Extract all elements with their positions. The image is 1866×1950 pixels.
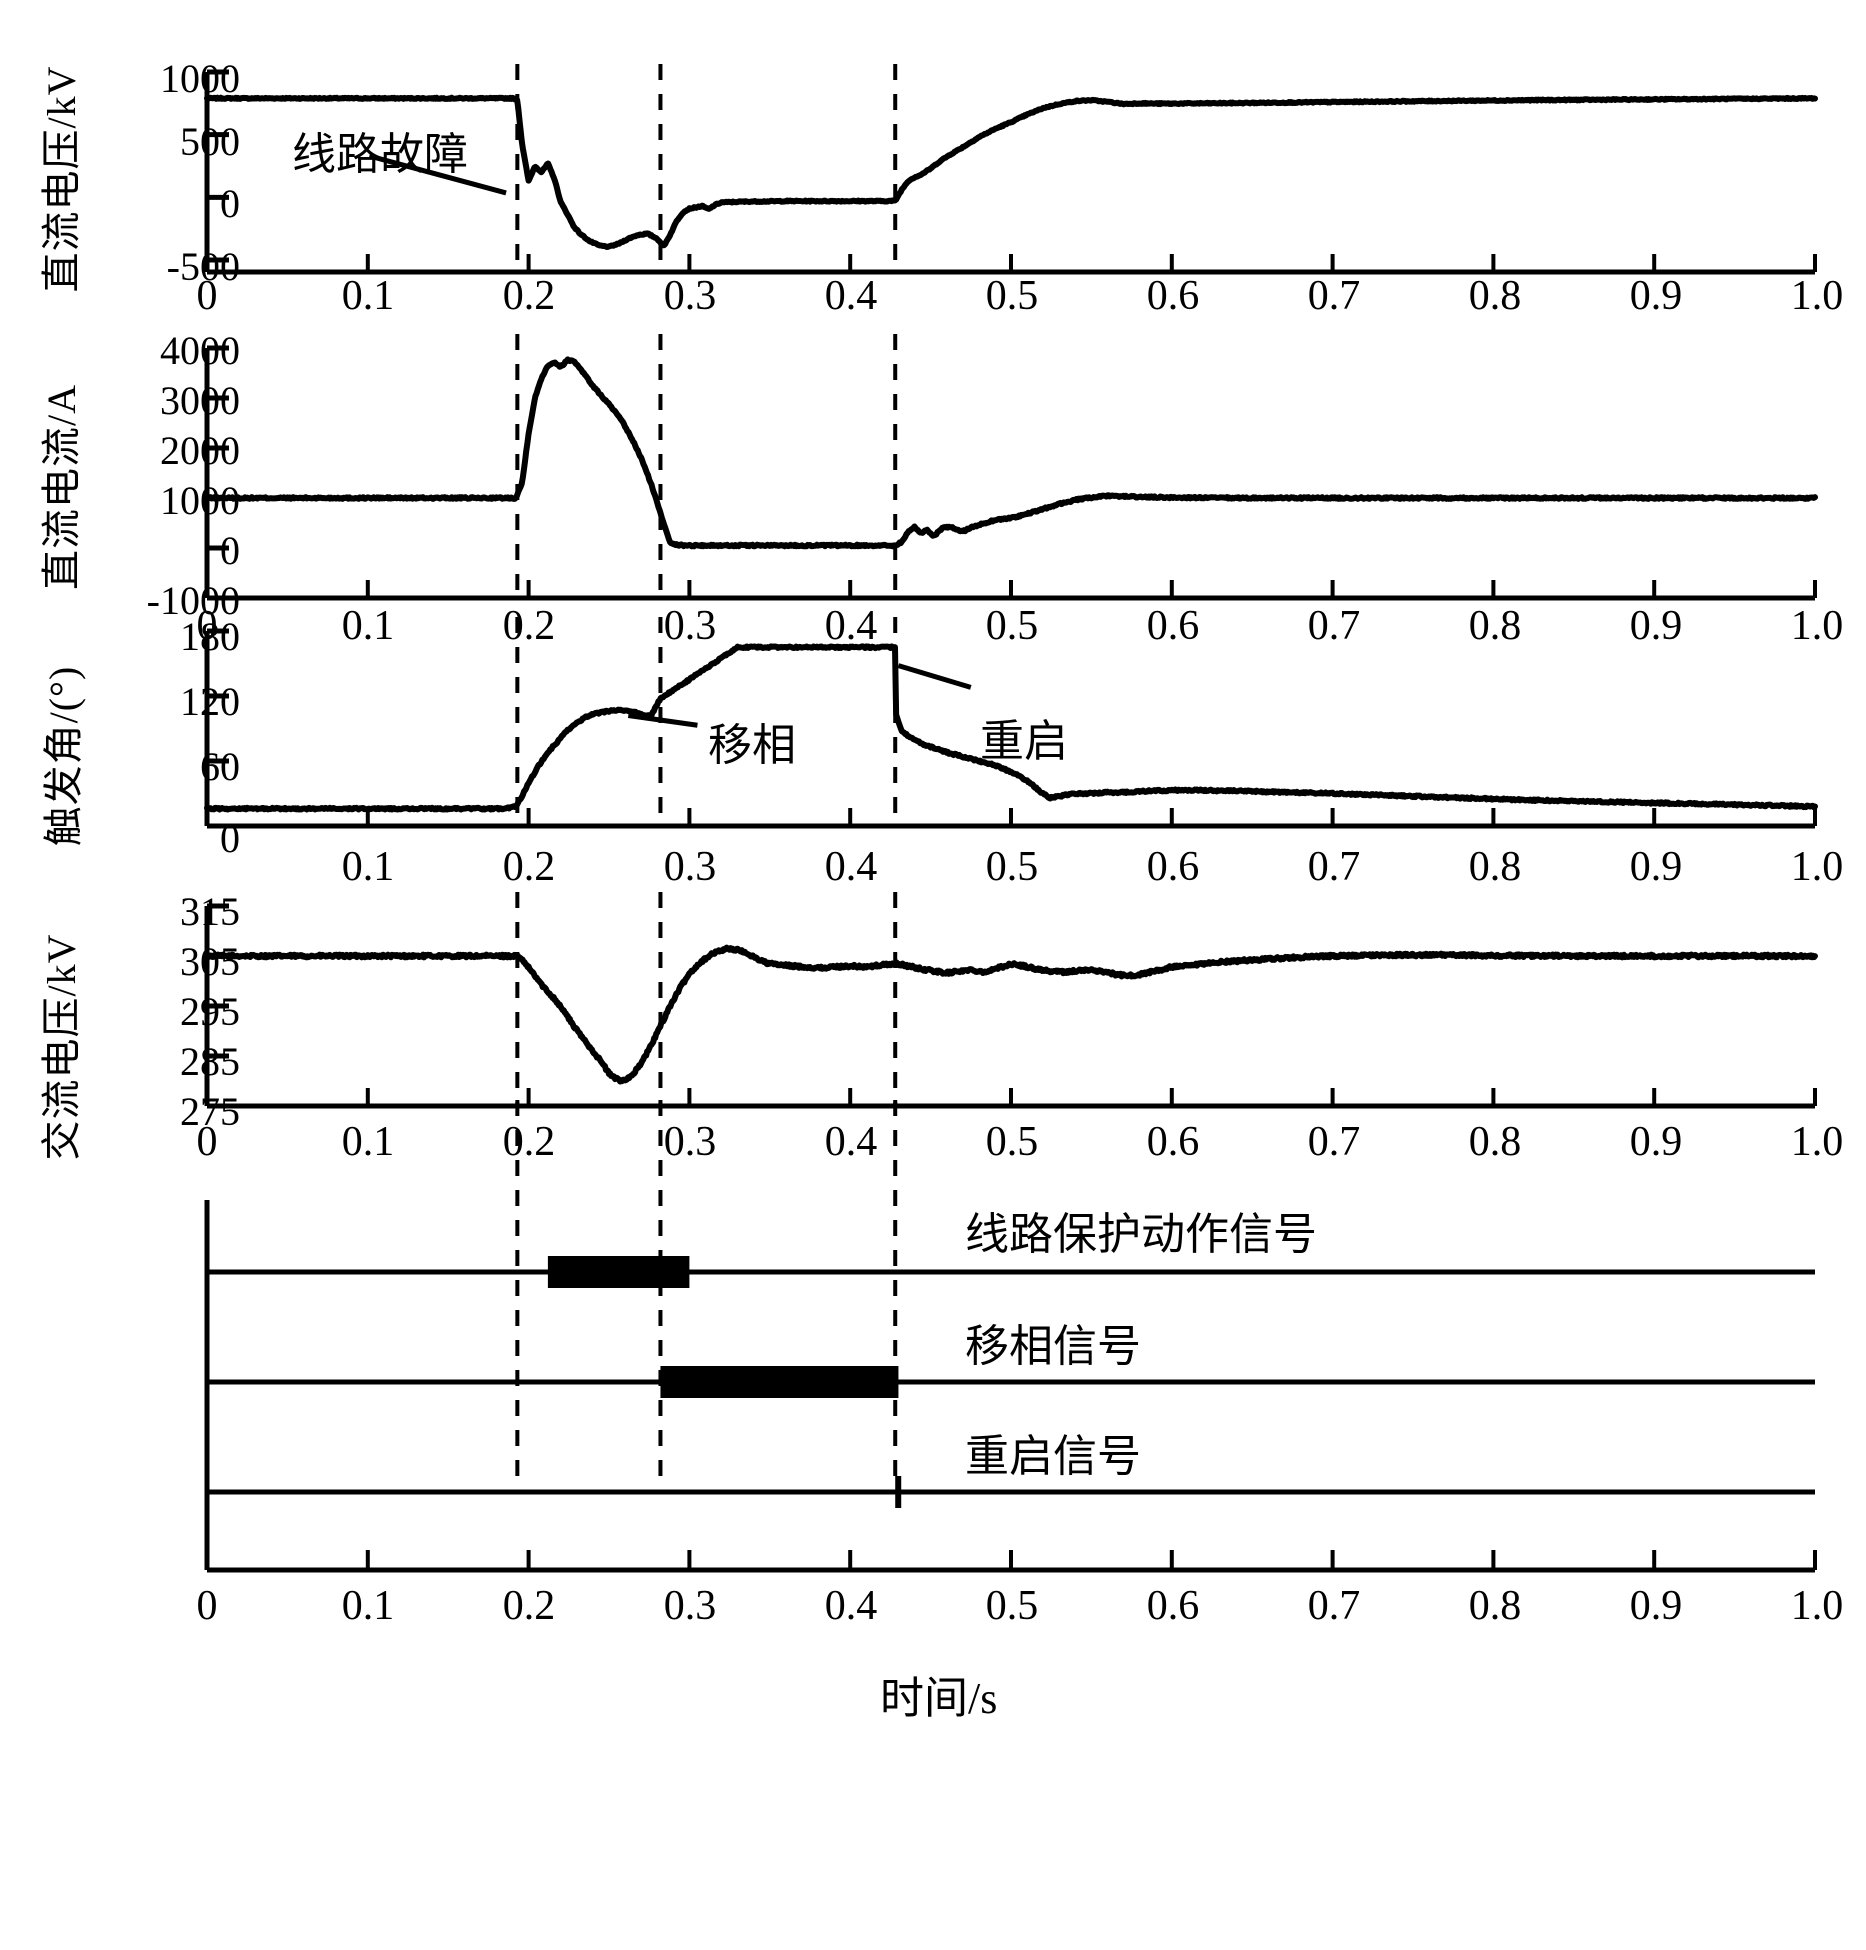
panel1-xtick-0.8: 0.8: [1468, 273, 1522, 319]
panel1-ytick-500: 500: [180, 119, 240, 164]
panel1-xtick-0.1: 0.1: [341, 273, 395, 319]
panel4-xtick-0.5: 0.5: [985, 1119, 1039, 1165]
annotation-line-fault: 线路故障: [292, 130, 468, 179]
panel1-ytick--500: -500: [166, 244, 240, 289]
panel3-xtick-0.8: 0.8: [1468, 844, 1522, 890]
annotation-phase-shift: 移相: [708, 721, 796, 770]
panel5-xtick-0.8: 0.8: [1468, 1583, 1522, 1629]
panel2-xtick-0.8: 0.8: [1468, 603, 1522, 649]
panel3-xtick-1.0: 1.0: [1790, 844, 1844, 890]
panel1-plot: [204, 64, 1818, 275]
panel5-xtick-1.0: 1.0: [1790, 1583, 1844, 1629]
panel5-xtick-0.7: 0.7: [1307, 1583, 1361, 1629]
panel5-xtick-0.3: 0.3: [663, 1583, 717, 1629]
panel3-xtick-0.6: 0.6: [1146, 844, 1200, 890]
panel3-xtick-0.9: 0.9: [1629, 844, 1683, 890]
panel2-ytick-0: 0: [220, 528, 240, 573]
panel2-xtick-0.1: 0.1: [341, 603, 395, 649]
annotation-restart: 重启: [980, 717, 1068, 766]
panel1-ytick-1000: 1000: [160, 56, 240, 101]
panel4-xtick-0.9: 0.9: [1629, 1119, 1683, 1165]
panel4-xtick-0.7: 0.7: [1307, 1119, 1361, 1165]
panel1-xtick-0.5: 0.5: [985, 273, 1039, 319]
panel3-xtick-0.2: 0.2: [502, 844, 556, 890]
panel3-xtick-0.1: 0.1: [341, 844, 395, 890]
panel2-xtick-0.9: 0.9: [1629, 603, 1683, 649]
panel1-xtick-0: 0: [196, 273, 218, 319]
panel3-plot: [204, 617, 1818, 829]
panel3-xtick-0.7: 0.7: [1307, 844, 1361, 890]
panel3-xtick-0.3: 0.3: [663, 844, 717, 890]
panel5-xtick-0.1: 0.1: [341, 1583, 395, 1629]
panel2-xtick-0.2: 0.2: [502, 603, 556, 649]
panel4-ytick-295: 295: [180, 989, 240, 1034]
panel4-xtick-0.8: 0.8: [1468, 1119, 1522, 1165]
panel2-xtick-0.4: 0.4: [824, 603, 878, 649]
panel2-xtick-0.5: 0.5: [985, 603, 1039, 649]
panel2-plot: [204, 334, 1818, 601]
panel4-xtick-0: 0: [196, 1119, 218, 1165]
panel4-plot: [204, 892, 1818, 1109]
panel1-ytick-0: 0: [220, 181, 240, 226]
panel1-xtick-0.2: 0.2: [502, 273, 556, 319]
panel4-ytick-305: 305: [180, 939, 240, 984]
panel5-plot: [204, 1100, 1817, 1573]
signal-label-phase-shift: 移相信号: [965, 1322, 1141, 1371]
panel3-ytick-180: 180: [180, 614, 240, 659]
panel5-xtick-0.4: 0.4: [824, 1583, 878, 1629]
panel3-xtick-0.4: 0.4: [824, 844, 878, 890]
panel4-xtick-0.1: 0.1: [341, 1119, 395, 1165]
panel4-xtick-0.3: 0.3: [663, 1119, 717, 1165]
panel5-xtick-0.6: 0.6: [1146, 1583, 1200, 1629]
panel1-xtick-0.6: 0.6: [1146, 273, 1200, 319]
panel4-xtick-0.6: 0.6: [1146, 1119, 1200, 1165]
panel1-xtick-0.4: 0.4: [824, 273, 878, 319]
panel4-ytick-315: 315: [180, 889, 240, 934]
panel2-xtick-0: 0: [196, 603, 218, 649]
panel3-ytick-120: 120: [180, 679, 240, 724]
panel4-ytick-285: 285: [180, 1039, 240, 1084]
panel4-xtick-1.0: 1.0: [1790, 1119, 1844, 1165]
panel5-xtick-0.5: 0.5: [985, 1583, 1039, 1629]
x-axis-title: 时间/s: [880, 1674, 998, 1723]
panel1-xtick-0.7: 0.7: [1307, 273, 1361, 319]
panel4-xtick-0.4: 0.4: [824, 1119, 878, 1165]
panel4-ytick-275: 275: [180, 1089, 240, 1134]
panel1-xtick-1.0: 1.0: [1790, 273, 1844, 319]
panel2-xtick-1.0: 1.0: [1790, 603, 1844, 649]
panel5-xtick-0.2: 0.2: [502, 1583, 556, 1629]
signal-label-restart: 重启信号: [965, 1432, 1141, 1481]
panel5-xtick-0.9: 0.9: [1629, 1583, 1683, 1629]
panel1-xtick-0.9: 0.9: [1629, 273, 1683, 319]
panel3-xtick-0.5: 0.5: [985, 844, 1039, 890]
panel2-xtick-0.6: 0.6: [1146, 603, 1200, 649]
panel1-xtick-0.3: 0.3: [663, 273, 717, 319]
signal-label-line-protection: 线路保护动作信号: [965, 1210, 1317, 1259]
panel4-xtick-0.2: 0.2: [502, 1119, 556, 1165]
panel2-xtick-0.7: 0.7: [1307, 603, 1361, 649]
panel2-xtick-0.3: 0.3: [663, 603, 717, 649]
panel5-xtick-0: 0: [196, 1583, 218, 1629]
